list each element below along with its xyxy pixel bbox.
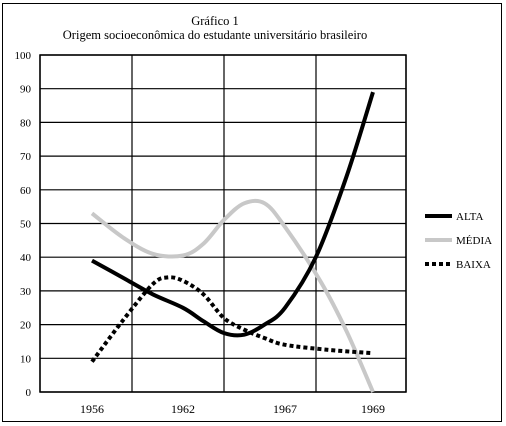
series-line-alta bbox=[91, 91, 375, 338]
y-tick-label: 50 bbox=[20, 219, 32, 231]
x-tick-label: 1962 bbox=[171, 402, 195, 416]
y-tick-label: 10 bbox=[20, 353, 32, 365]
legend-label-media: MÉDIA bbox=[456, 235, 492, 247]
x-tick-label: 1969 bbox=[361, 402, 385, 416]
series-line-media bbox=[90, 198, 375, 393]
y-tick-label: 90 bbox=[20, 84, 32, 96]
y-tick-label: 0 bbox=[26, 387, 32, 399]
y-tick-label: 80 bbox=[20, 117, 32, 129]
y-tick-label: 20 bbox=[20, 320, 32, 332]
chart-title: Gráfico 1 bbox=[191, 14, 239, 28]
legend-label-baixa: BAIXA bbox=[456, 259, 491, 271]
x-tick-label: 1956 bbox=[80, 402, 104, 416]
y-tick-label: 60 bbox=[20, 185, 32, 197]
chart-frame bbox=[2, 3, 502, 422]
chart-subtitle: Origem socioeconômica do estudante unive… bbox=[62, 28, 368, 42]
y-tick-label: 70 bbox=[20, 151, 32, 163]
y-tick-label: 30 bbox=[20, 286, 32, 298]
x-tick-label: 1967 bbox=[273, 402, 297, 416]
y-tick-label: 100 bbox=[15, 50, 32, 62]
chart-series bbox=[90, 91, 375, 393]
y-tick-label: 40 bbox=[20, 252, 32, 264]
series-line-baixa bbox=[90, 275, 374, 363]
chart-grid bbox=[39, 54, 407, 393]
x-axis-ticks: 1956 1962 1967 1969 bbox=[80, 402, 385, 416]
chart-legend: ALTA MÉDIA BAIXA bbox=[425, 211, 492, 271]
y-axis-ticks: 0 10 20 30 40 50 60 70 80 90 100 bbox=[15, 50, 32, 399]
legend-label-alta: ALTA bbox=[456, 211, 483, 223]
